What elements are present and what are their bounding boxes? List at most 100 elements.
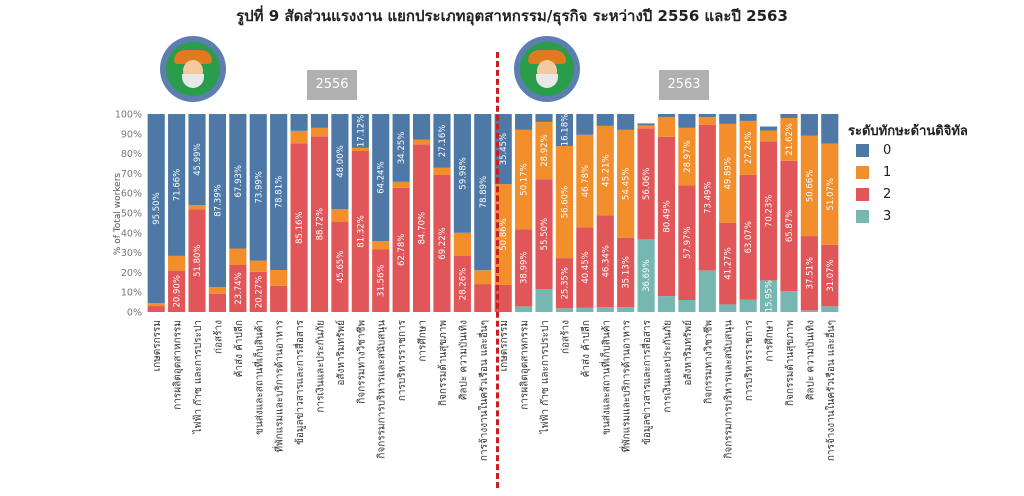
bar-segment: [147, 303, 165, 307]
category-label: การเงินและประกันภัย: [316, 320, 327, 413]
category-label: การจ้างงานในครัวเรือน และอื่นๆ: [823, 320, 837, 461]
bar-segment: [229, 114, 247, 249]
bar-segment: [617, 114, 635, 130]
bar-segment: [270, 270, 288, 286]
y-tick-label: 60%: [121, 189, 142, 200]
category-label: การผลิตอุตสาหกรรม: [520, 320, 531, 410]
data-label: 71.66%: [173, 169, 183, 201]
bar-segment: [698, 270, 716, 312]
legend-title: ระดับทักษะด้านดิจิทัล: [848, 124, 968, 139]
bar-segment: [249, 114, 267, 261]
year-divider-line: [496, 52, 499, 488]
data-label: 20.27%: [254, 276, 264, 308]
bar-segment: [249, 271, 267, 312]
bar-segment: [310, 114, 329, 128]
bar-segment: [617, 129, 635, 238]
bar-segment: [188, 114, 206, 206]
data-label: 50.86%: [499, 218, 509, 250]
bar-segment: [759, 130, 778, 142]
category-label: ค้าส่ง ค้าปลีก: [233, 320, 245, 377]
data-label: 38.99%: [520, 252, 530, 284]
data-label: 20.90%: [173, 275, 183, 307]
data-label: 28.97%: [683, 140, 693, 172]
category-label: กิจกรรมด้านสุขภาพ: [784, 320, 796, 406]
data-label: 50.66%: [805, 170, 815, 202]
category-label: การศึกษา: [764, 320, 776, 362]
bar-segment: [535, 121, 553, 180]
bar-segment: [351, 150, 369, 312]
data-label: 87.39%: [213, 184, 223, 216]
y-tick-label: 70%: [121, 169, 142, 180]
data-label: 46.78%: [581, 165, 591, 197]
bar-segment: [596, 114, 614, 126]
y-tick-label: 40%: [121, 228, 142, 239]
category-label: การจ้างงานในครัวเรือน และอื่นๆ: [476, 320, 490, 461]
data-label: 45.99%: [193, 143, 203, 175]
bar-segment: [147, 114, 165, 304]
category-label: กิจกรรมด้านสุขภาพ: [437, 320, 449, 406]
data-label: 78.89%: [479, 176, 489, 208]
year-badge-2563: 2563: [659, 70, 709, 100]
legend-swatch: [856, 188, 869, 201]
data-label: 28.26%: [458, 268, 468, 300]
data-label: 69.22%: [438, 227, 448, 259]
data-label: 73.99%: [254, 171, 264, 203]
bar-segment: [392, 187, 410, 312]
data-label: 64.24%: [377, 161, 387, 193]
y-tick-label: 10%: [121, 288, 142, 299]
bar-segment: [719, 123, 737, 223]
legend-label: 3: [883, 209, 892, 224]
bar-segment: [698, 124, 716, 271]
bar-segment: [168, 270, 186, 312]
bar-segment: [657, 296, 676, 312]
data-label: 51.07%: [826, 178, 836, 210]
bar-segment: [229, 248, 247, 265]
bar-segment: [290, 143, 308, 312]
legend-label: 2: [883, 187, 892, 202]
bar-segment: [739, 174, 757, 300]
legend-label: 0: [883, 143, 892, 158]
bar-segment: [474, 284, 492, 312]
data-label: 95.50%: [152, 192, 162, 224]
data-label: 28.92%: [540, 134, 550, 166]
data-label: 50.17%: [520, 163, 530, 195]
bar-segment: [739, 114, 757, 121]
bar-segment: [290, 130, 308, 144]
category-label: ค้าส่ง ค้าปลีก: [580, 320, 592, 377]
bar-segment: [515, 129, 533, 230]
legend-swatch: [856, 166, 869, 179]
data-label: 40.45%: [581, 251, 591, 283]
bar-segment: [698, 116, 716, 125]
bar-segment: [453, 114, 471, 233]
bar-segment: [617, 307, 635, 312]
bar-segment: [331, 221, 349, 312]
bar-segment: [780, 114, 798, 118]
legend-swatch: [856, 210, 869, 223]
category-label: เกษตรกรรม: [499, 320, 510, 371]
legend-item-3: 3: [856, 209, 891, 224]
category-label: การบริหารราชการ: [397, 319, 408, 401]
category-label: ข้อมูลข่าวสารและการสื่อสาร: [639, 319, 653, 445]
bar-segment: [412, 114, 431, 140]
bar-segment: [576, 227, 594, 308]
year-badge-2556: 2556: [307, 70, 357, 100]
y-tick-label: 100%: [115, 110, 142, 121]
bar-segment: [821, 306, 839, 312]
bar-segment: [678, 185, 696, 301]
y-tick-label: 90%: [121, 129, 142, 140]
data-label: 48.00%: [336, 145, 346, 177]
category-label: ศิลปะ ความบันเทิง: [458, 320, 469, 400]
category-label: การผลิตอุตสาหกรรม: [173, 320, 184, 410]
bar-segment: [188, 205, 206, 210]
bar-segment: [719, 222, 737, 305]
bar-segment: [739, 299, 757, 312]
data-label: 80.49%: [663, 200, 673, 232]
data-label: 15.95%: [765, 280, 775, 312]
bar-segment: [392, 181, 410, 188]
bar-segment: [249, 260, 267, 272]
bar-segment: [331, 114, 349, 210]
bar-segment: [310, 136, 329, 312]
data-label: 63.07%: [744, 221, 754, 253]
